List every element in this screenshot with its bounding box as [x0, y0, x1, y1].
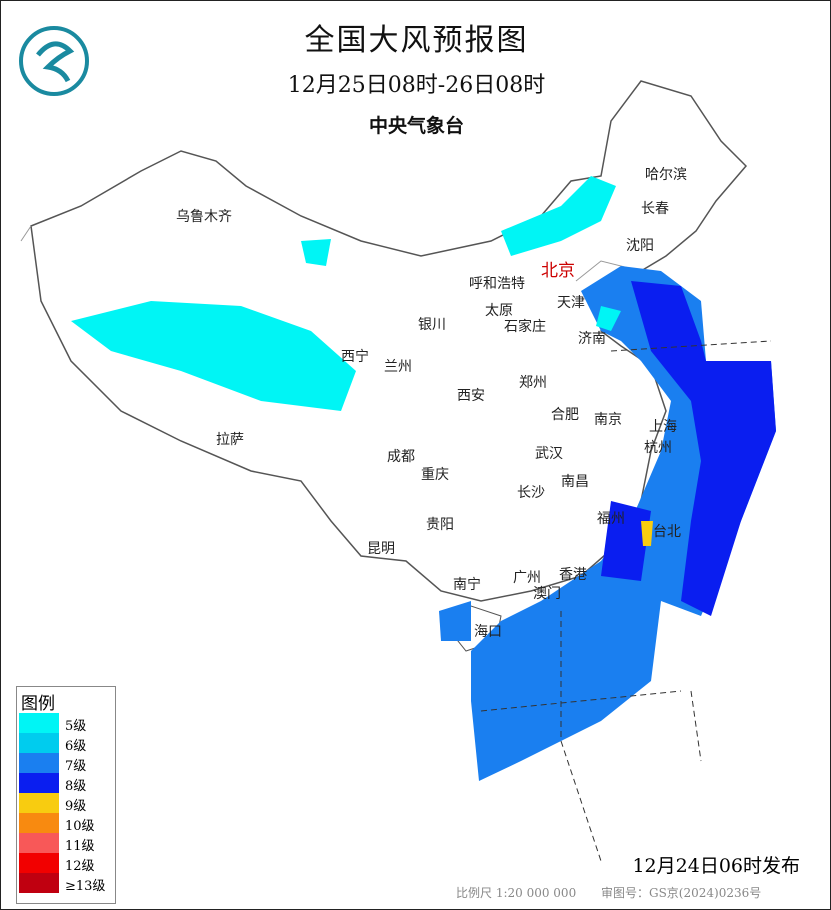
city-label: 南京 [594, 412, 622, 428]
legend-swatch [19, 873, 59, 893]
legend-item: 11级 [19, 833, 113, 854]
city-label: 南昌 [561, 474, 589, 490]
city-label: 石家庄 [504, 319, 546, 335]
city-label: 贵阳 [426, 517, 454, 533]
legend-swatch [19, 773, 59, 793]
legend-label: 9级 [65, 799, 87, 814]
legend-label: 12级 [65, 859, 95, 874]
city-label: 天津 [557, 295, 585, 311]
city-label: 兰州 [384, 359, 412, 375]
sea-boundary-lines [480, 340, 772, 862]
city-label: 杭州 [644, 440, 672, 456]
city-label: 长沙 [517, 485, 545, 501]
city-label: 台北 [653, 524, 681, 540]
city-label: 北京 [541, 261, 575, 281]
map-review-number: 审图号：GS京(2024)0236号 [601, 886, 762, 900]
legend-swatch [19, 793, 59, 813]
city-label: 澳门 [533, 586, 561, 602]
city-label: 香港 [559, 567, 587, 583]
city-label: 西宁 [341, 349, 369, 365]
legend-label: 6级 [65, 739, 87, 754]
legend-item: 7级 [19, 753, 113, 774]
issue-time: 12月24日06时发布 [632, 855, 800, 877]
legend-item: 9级 [19, 793, 113, 814]
legend-item: 10级 [19, 813, 113, 834]
legend-label: ≥13级 [65, 879, 106, 894]
legend: 图例 5级 6级 7级 8级 9级 10级 11级 12级 ≥13级 [16, 686, 116, 904]
city-label: 太原 [485, 303, 513, 319]
city-label: 济南 [578, 331, 606, 347]
city-label: 沈阳 [626, 238, 654, 254]
legend-swatch [19, 813, 59, 833]
city-label: 海口 [474, 624, 502, 640]
legend-item: 12级 [19, 853, 113, 874]
city-label: 福州 [597, 511, 625, 527]
city-label: 呼和浩特 [469, 276, 525, 292]
legend-label: 11级 [65, 839, 95, 854]
city-label: 西安 [457, 388, 485, 404]
legend-item: 6级 [19, 733, 113, 754]
legend-label: 7级 [65, 759, 87, 774]
city-label: 上海 [649, 419, 677, 435]
map-title: 全国大风预报图 [304, 23, 529, 58]
legend-swatch [19, 753, 59, 773]
city-label: 乌鲁木齐 [176, 209, 232, 225]
legend-item: ≥13级 [19, 873, 113, 894]
city-label: 合肥 [551, 407, 579, 423]
legend-swatch [19, 733, 59, 753]
city-label: 南宁 [453, 577, 481, 593]
cma-logo [19, 26, 89, 96]
legend-label: 5级 [65, 719, 87, 734]
city-label: 成都 [387, 449, 415, 465]
map-scale: 比例尺 1:20 000 000 [456, 886, 577, 900]
legend-label: 10级 [65, 819, 95, 834]
agency: 中央气象台 [368, 115, 464, 137]
legend-item: 8级 [19, 773, 113, 794]
city-label: 武汉 [535, 446, 563, 462]
city-label: 银川 [418, 317, 446, 333]
city-label: 拉萨 [216, 432, 244, 448]
city-label: 哈尔滨 [645, 167, 687, 183]
legend-label: 8级 [65, 779, 87, 794]
city-label: 重庆 [421, 467, 449, 483]
legend-swatch [19, 853, 59, 873]
legend-title: 图例 [21, 694, 55, 714]
city-label: 昆明 [367, 541, 395, 557]
city-label: 郑州 [519, 375, 547, 391]
city-label: 长春 [641, 201, 669, 217]
forecast-period: 12月25日08时-26日08时 [287, 73, 546, 98]
city-label: 广州 [513, 570, 541, 586]
legend-item: 5级 [19, 713, 113, 734]
legend-swatch [19, 713, 59, 733]
wind-zones [71, 176, 776, 781]
legend-swatch [19, 833, 59, 853]
